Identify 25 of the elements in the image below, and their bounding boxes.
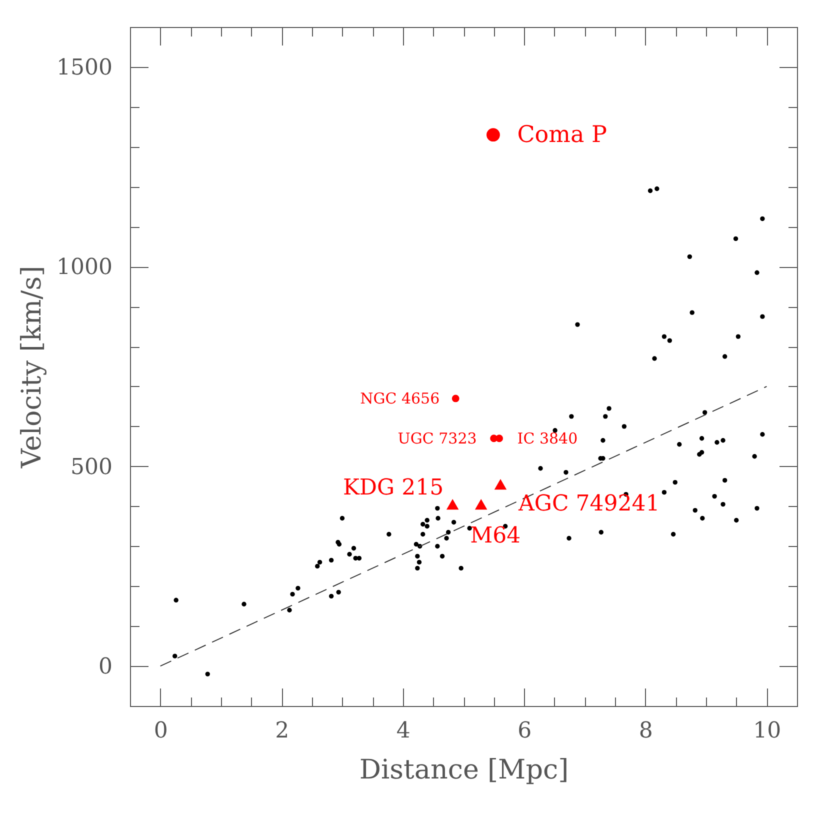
x-tick-label: 4 <box>396 718 410 744</box>
series-label: UGC 7323 <box>398 429 477 448</box>
y-tick-label: 500 <box>70 454 112 480</box>
x-tick-label: 2 <box>275 718 290 744</box>
x-tick-label: 8 <box>638 718 653 744</box>
point <box>496 434 503 442</box>
series-label: IC 3840 <box>517 429 578 448</box>
x-axis-title: Distance [Mpc] <box>359 754 569 786</box>
y-tick-label: 1500 <box>56 55 112 80</box>
point <box>486 128 500 142</box>
point <box>452 394 460 402</box>
point <box>474 498 488 510</box>
y-axis-title: Velocity [km/s] <box>16 266 48 470</box>
x-tick-label: 10 <box>753 718 782 744</box>
series-label: KDG 215 <box>342 475 444 500</box>
y-tick-label: 1000 <box>56 255 112 280</box>
x-tick-label: 6 <box>518 718 532 744</box>
point <box>446 498 459 510</box>
point <box>494 479 507 490</box>
x-tick-label: 0 <box>154 718 168 744</box>
y-tick-label: 0 <box>98 654 112 680</box>
series-label: M64 <box>470 523 521 548</box>
series-label: NGC 4656 <box>360 389 440 408</box>
series-label: Coma P <box>517 122 607 148</box>
series-label: AGC 749241 <box>517 491 660 516</box>
